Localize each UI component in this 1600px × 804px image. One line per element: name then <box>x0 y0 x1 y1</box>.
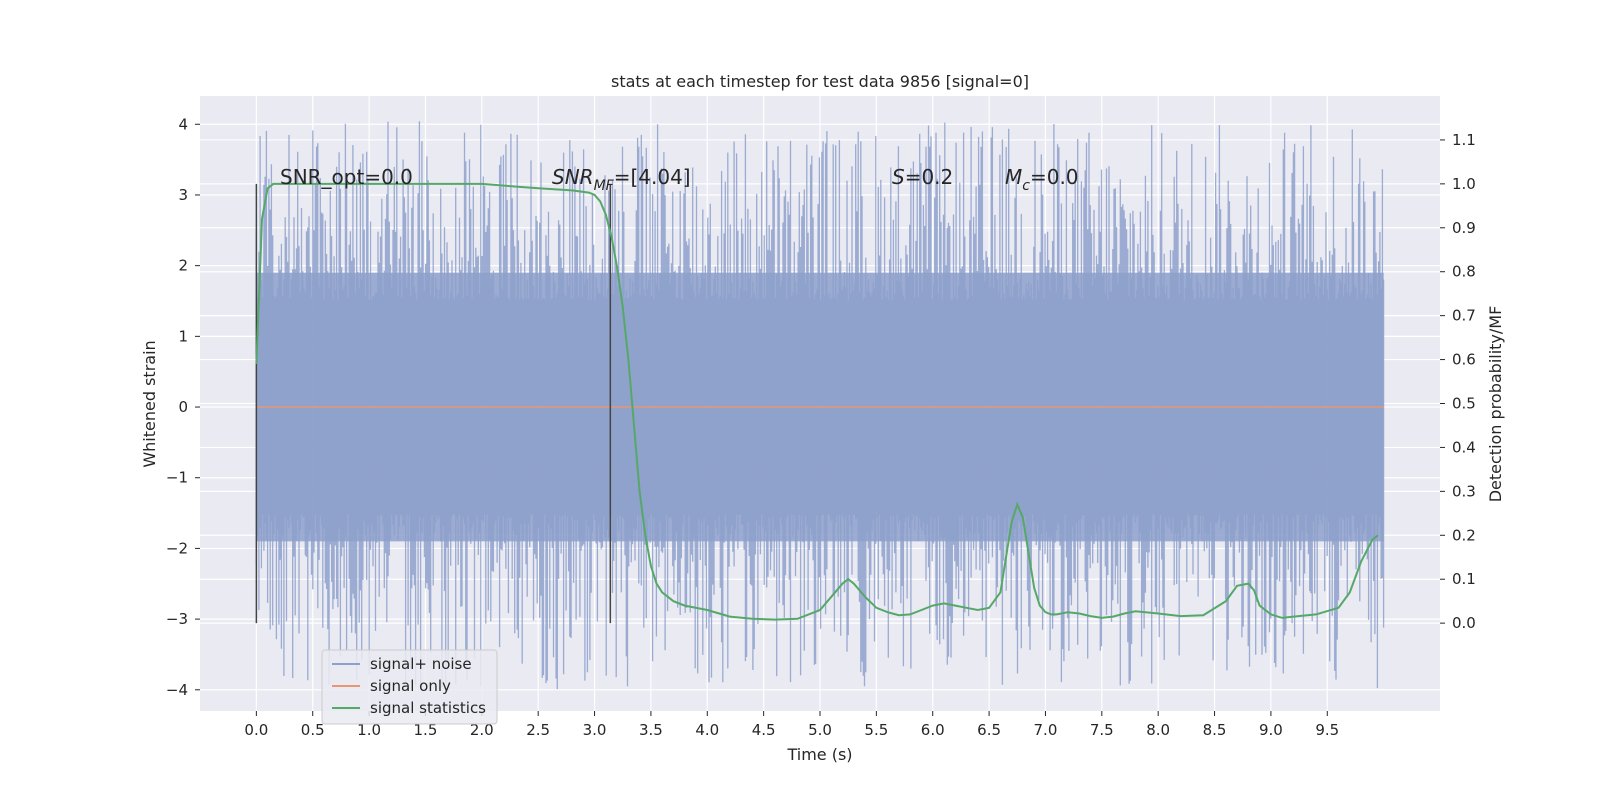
y-right-tick-label: 0.7 <box>1452 307 1476 325</box>
y-left-tick-label: 1 <box>178 327 188 345</box>
marker-lines <box>255 183 612 624</box>
y-right-tick-label: 0.2 <box>1452 526 1476 544</box>
x-tick-label: 7.5 <box>1090 721 1114 739</box>
y-right-tick-label: 0.4 <box>1452 438 1476 456</box>
x-tick-label: 4.5 <box>752 721 776 739</box>
y-left-tick-label: 2 <box>178 257 188 275</box>
legend-label-signal-only: signal only <box>370 677 451 695</box>
x-tick-label: 6.0 <box>921 721 945 739</box>
x-tick-label: 7.0 <box>1034 721 1058 739</box>
x-tick-label: 0.0 <box>244 721 268 739</box>
y-right-tick-label: 0.0 <box>1452 614 1476 632</box>
annotations: SNR_opt=0.0 SNRMF=[4.04] S=0.2 Mc=0.0 <box>280 165 1079 194</box>
y-right-tick-label: 0.1 <box>1452 570 1476 588</box>
x-tick-label: 1.0 <box>357 721 381 739</box>
x-axis-label: Time (s) <box>786 745 852 764</box>
x-tick-label: 8.0 <box>1146 721 1170 739</box>
y-right-tick-label: 1.0 <box>1452 175 1476 193</box>
chart-title: stats at each timestep for test data 985… <box>611 72 1029 91</box>
y-left-tick-label: −3 <box>166 610 188 628</box>
x-tick-label: 2.5 <box>526 721 550 739</box>
y-right-tick-label: 0.5 <box>1452 395 1476 413</box>
legend: signal+ noise signal only signal statist… <box>321 649 498 725</box>
y-left-tick-label: 3 <box>178 186 188 204</box>
y-left-tick-label: 4 <box>178 115 188 133</box>
x-tick-labels: 0.0 0.5 1.0 1.5 2.0 2.5 3.0 3.5 4.0 4.5 5.0 5.5 6.0 6… <box>244 711 1339 739</box>
legend-label-signal-statistics: signal statistics <box>370 699 486 717</box>
y-left-tick-label: −2 <box>166 539 188 557</box>
legend-label-signal-noise: signal+ noise <box>370 655 472 673</box>
legend-box <box>321 649 498 725</box>
x-tick-label: 5.5 <box>864 721 888 739</box>
x-tick-label: 1.5 <box>414 721 438 739</box>
y-right-tick-label: 0.9 <box>1452 219 1476 237</box>
y-right-tick-labels: 1.1 1.0 0.9 0.8 0.7 0.6 0.5 0.4 0.3 0.2 0.1 0.0 <box>1440 131 1476 632</box>
y-right-tick-label: 0.6 <box>1452 351 1476 369</box>
x-tick-label: 5.0 <box>808 721 832 739</box>
y-right-tick-label: 0.8 <box>1452 263 1476 281</box>
y-left-tick-label: −4 <box>166 681 188 699</box>
y-right-tick-label: 0.3 <box>1452 482 1476 500</box>
x-tick-label: 8.5 <box>1203 721 1227 739</box>
y-axis-left-label: Whitened strain <box>140 340 159 467</box>
x-tick-label: 4.0 <box>695 721 719 739</box>
annotation-s: S=0.2 <box>892 165 953 189</box>
annotation-snr-mf: SNRMF=[4.04] <box>552 165 691 194</box>
x-tick-label: 0.5 <box>301 721 325 739</box>
x-tick-label: 9.5 <box>1315 721 1339 739</box>
x-tick-label: 2.0 <box>470 721 494 739</box>
x-tick-label: 9.0 <box>1259 721 1283 739</box>
y-left-tick-label: 0 <box>178 398 188 416</box>
signal-statistics-line <box>255 182 1379 621</box>
y-axis-right-label: Detection probability/MF <box>1486 306 1505 503</box>
annotation-mc: Mc=0.0 <box>1005 165 1079 194</box>
x-tick-label: 3.0 <box>583 721 607 739</box>
annotation-snr-opt: SNR_opt=0.0 <box>280 165 413 189</box>
x-tick-label: 3.5 <box>639 721 663 739</box>
y-left-tick-label: −1 <box>166 469 188 487</box>
x-tick-label: 6.5 <box>977 721 1001 739</box>
y-right-tick-label: 1.1 <box>1452 131 1476 149</box>
y-left-tick-labels: 4 3 2 1 0 −1 −2 −3 −4 <box>166 115 200 699</box>
